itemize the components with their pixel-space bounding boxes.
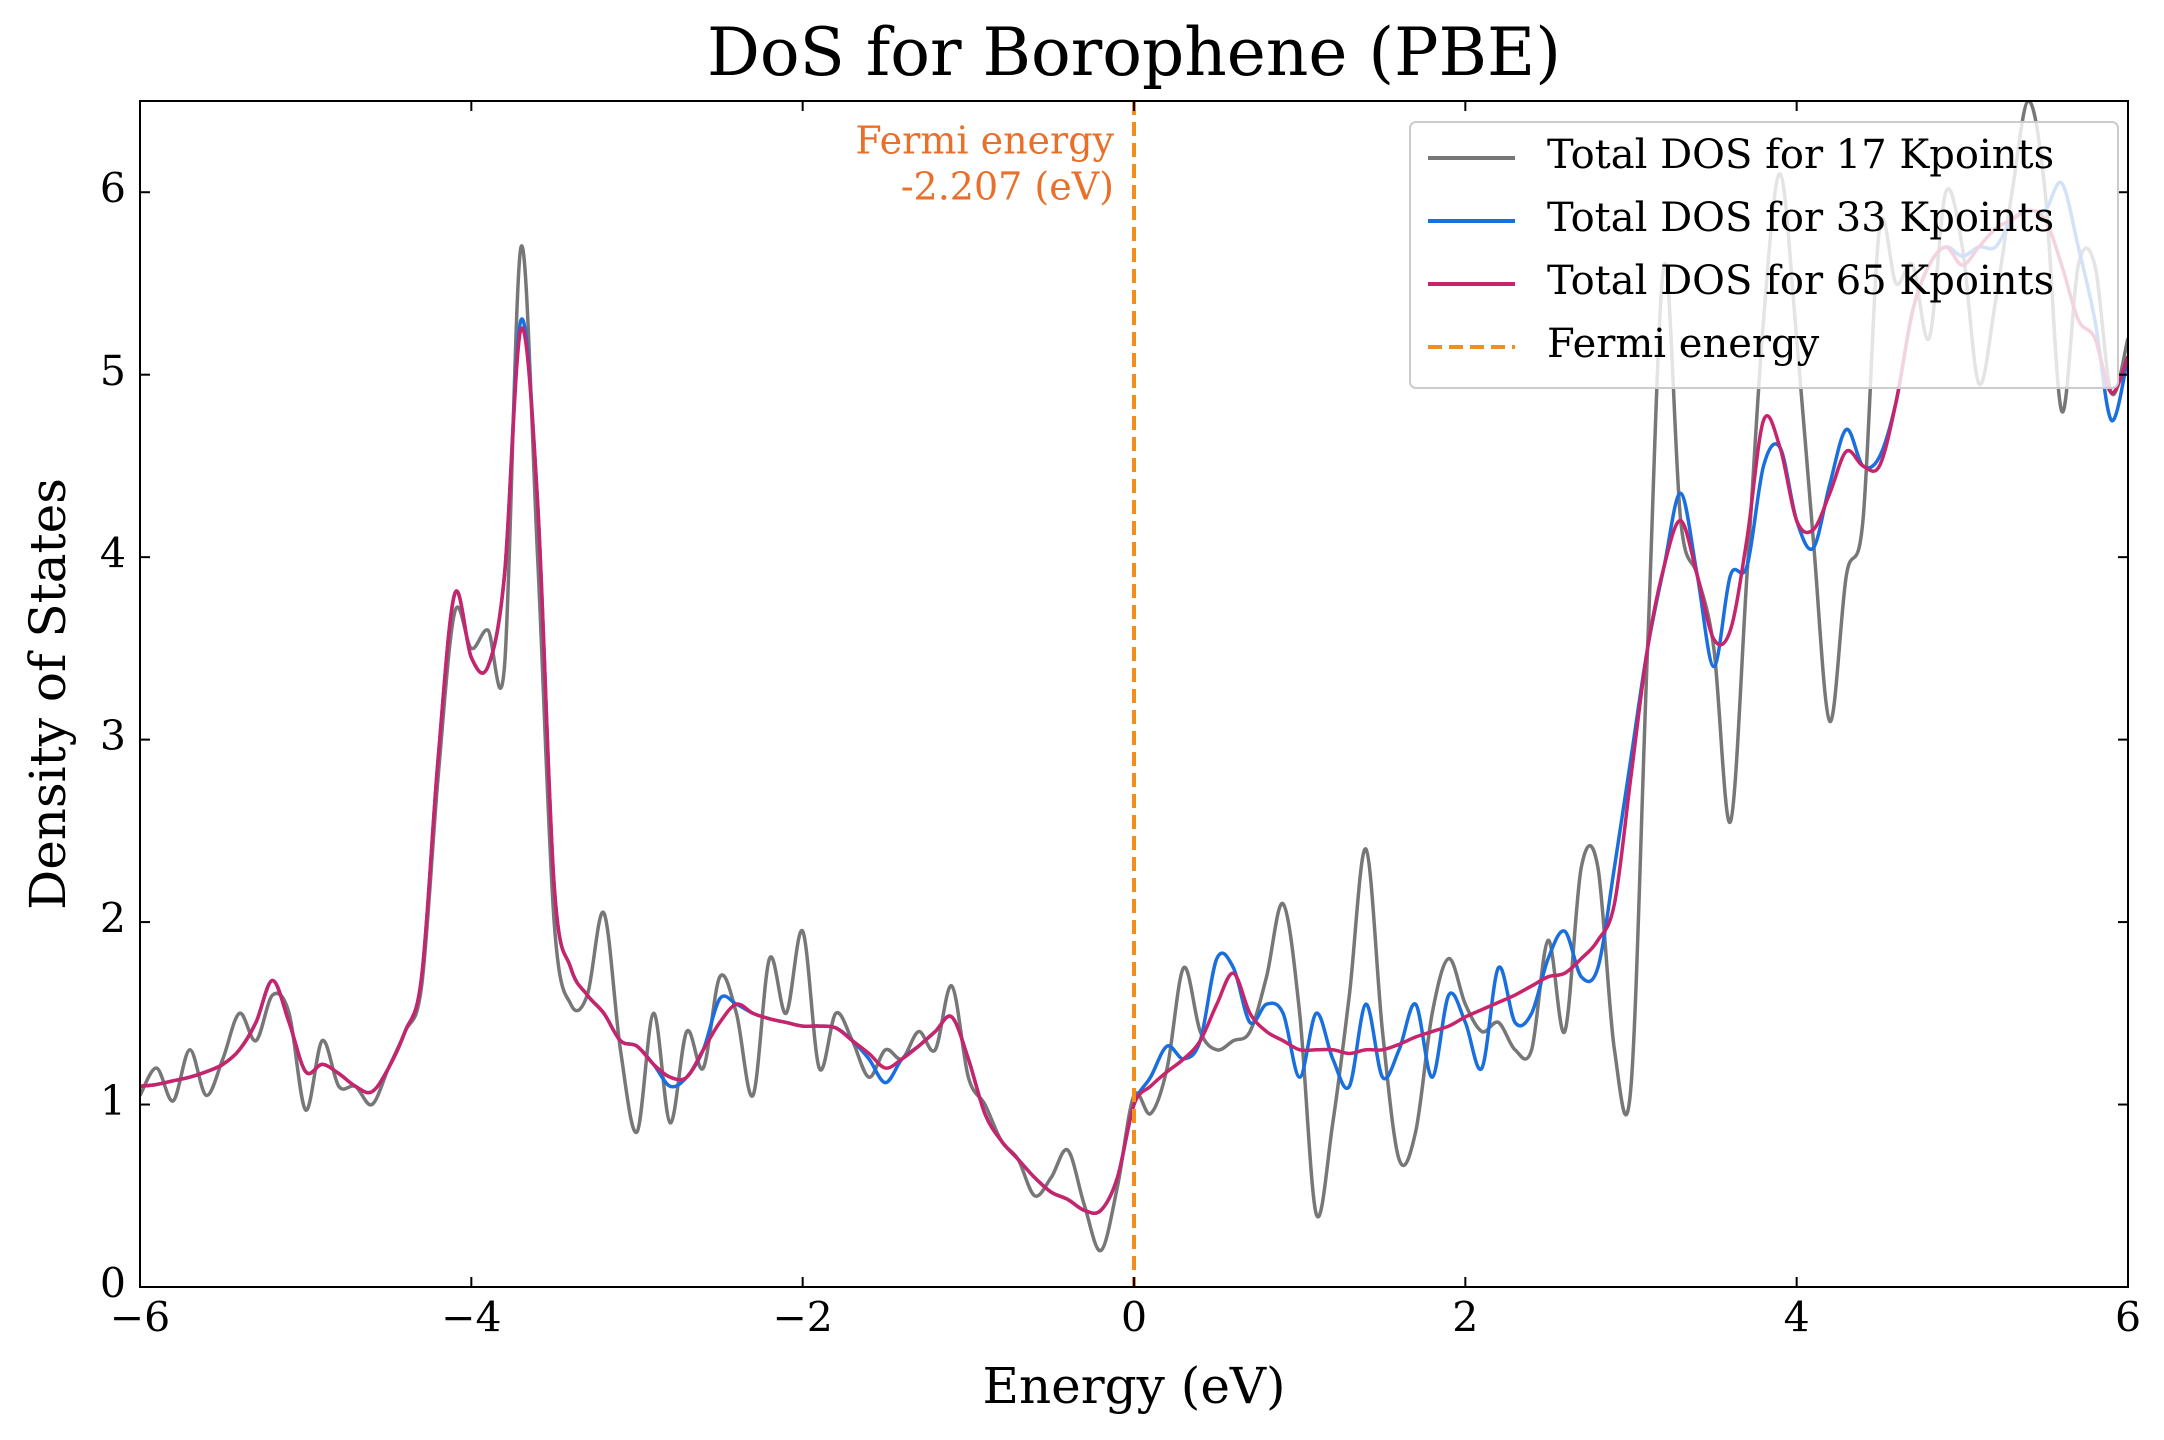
annotation: -2.207 (eV) bbox=[901, 165, 1114, 209]
y-tick-label: 3 bbox=[100, 712, 126, 760]
x-tick-label: −4 bbox=[441, 1294, 501, 1342]
legend-label: Total DOS for 17 Kpoints bbox=[1547, 132, 2054, 178]
y-tick-label: 0 bbox=[100, 1260, 126, 1308]
series-line bbox=[140, 208, 2128, 1215]
y-tick-label: 6 bbox=[100, 165, 126, 213]
plot-area bbox=[140, 101, 2128, 1287]
legend-label: Total DOS for 33 Kpoints bbox=[1547, 195, 2054, 241]
x-tick-label: 0 bbox=[1121, 1294, 1147, 1342]
annotation: Fermi energy bbox=[855, 119, 1114, 163]
y-tick-label: 2 bbox=[100, 895, 126, 943]
y-tick-label: 4 bbox=[100, 530, 126, 578]
chart-title: DoS for Borophene (PBE) bbox=[707, 14, 1561, 91]
x-axis-label: Energy (eV) bbox=[982, 1357, 1285, 1415]
legend-box bbox=[1409, 121, 2119, 389]
x-tick-label: −6 bbox=[110, 1294, 170, 1342]
x-tick-label: −2 bbox=[772, 1294, 832, 1342]
x-tick-label: 4 bbox=[1784, 1294, 1810, 1342]
y-tick-label: 1 bbox=[100, 1077, 126, 1125]
x-tick-label: 2 bbox=[1452, 1294, 1478, 1342]
y-axis-label: Density of States bbox=[19, 478, 77, 910]
legend-label: Total DOS for 65 Kpoints bbox=[1547, 258, 2054, 304]
y-tick-label: 5 bbox=[100, 347, 126, 395]
x-tick-label: 6 bbox=[2115, 1294, 2141, 1342]
legend-label: Fermi energy bbox=[1547, 321, 1820, 367]
